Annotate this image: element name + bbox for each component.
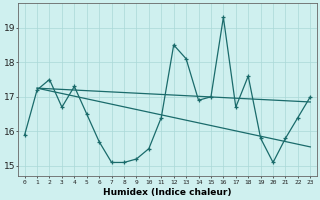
X-axis label: Humidex (Indice chaleur): Humidex (Indice chaleur) xyxy=(103,188,232,197)
